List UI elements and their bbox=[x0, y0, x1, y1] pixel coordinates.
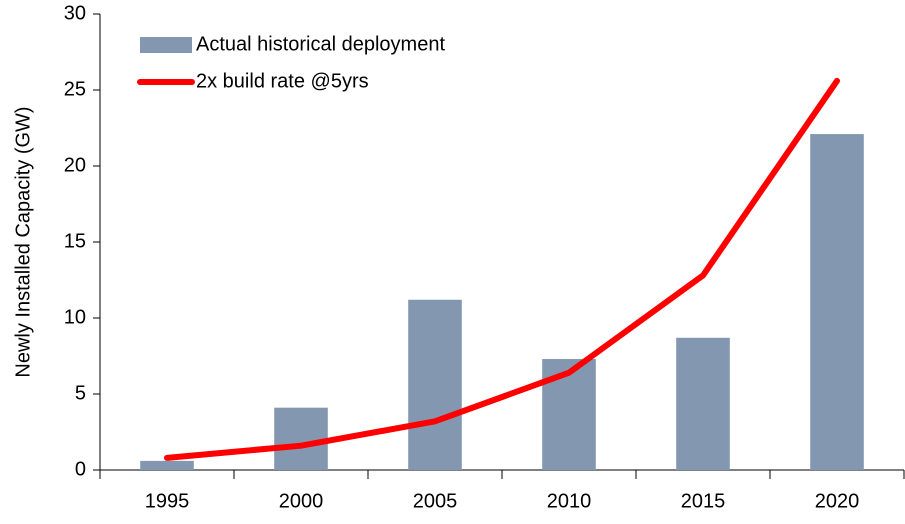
x-tick-label: 1995 bbox=[145, 490, 190, 512]
y-tick-label: 25 bbox=[64, 78, 86, 100]
y-tick-label: 0 bbox=[75, 458, 86, 480]
bar bbox=[140, 460, 194, 470]
y-tick-label: 20 bbox=[64, 154, 86, 176]
y-axis-label: Newly Installed Capacity (GW) bbox=[12, 106, 34, 377]
legend-label: Actual historical deployment bbox=[196, 33, 445, 55]
bar bbox=[274, 407, 328, 470]
y-tick-label: 5 bbox=[75, 382, 86, 404]
x-tick-label: 2010 bbox=[547, 490, 592, 512]
legend-swatch bbox=[140, 37, 192, 53]
x-tick-label: 2015 bbox=[681, 490, 726, 512]
y-tick-label: 30 bbox=[64, 2, 86, 24]
x-tick-label: 2000 bbox=[279, 490, 324, 512]
x-tick-label: 2020 bbox=[815, 490, 860, 512]
bar bbox=[408, 299, 462, 470]
x-tick-label: 2005 bbox=[413, 490, 458, 512]
line bbox=[164, 77, 840, 461]
y-tick-label: 10 bbox=[64, 306, 86, 328]
y-tick-label: 15 bbox=[64, 230, 86, 252]
legend-label: 2x build rate @5yrs bbox=[196, 70, 369, 92]
bar bbox=[810, 134, 864, 470]
bar bbox=[676, 337, 730, 470]
